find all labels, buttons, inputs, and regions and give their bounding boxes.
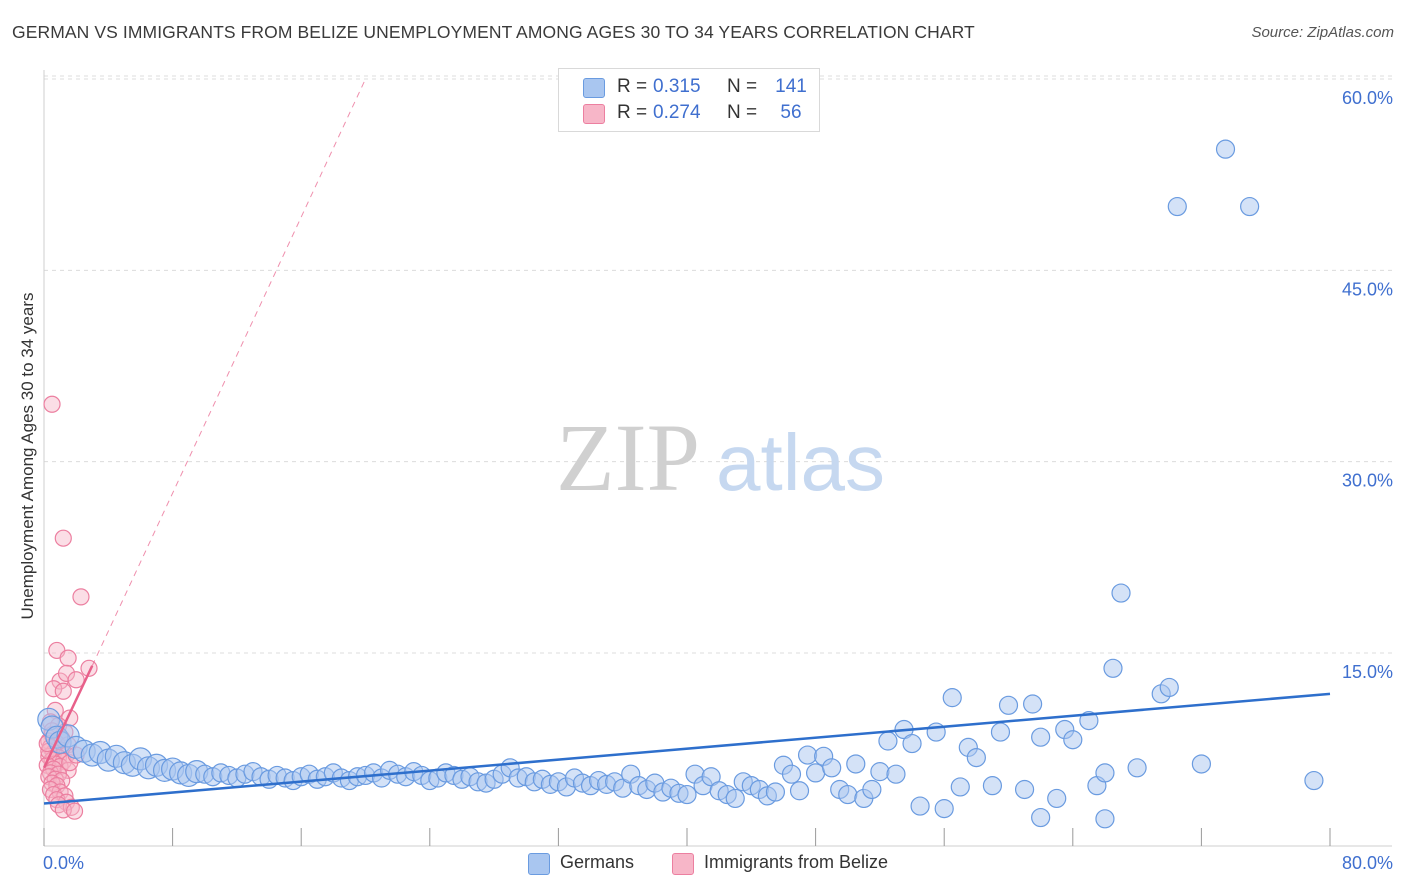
germans-point bbox=[910, 796, 930, 816]
germans-point bbox=[1191, 754, 1212, 774]
germans-point bbox=[805, 763, 826, 783]
germans-point bbox=[886, 764, 906, 784]
germans-point bbox=[1079, 711, 1099, 731]
belize-point bbox=[45, 680, 63, 698]
germans-point bbox=[789, 781, 810, 801]
n-label: N = bbox=[727, 76, 758, 97]
germans-point bbox=[1014, 779, 1035, 800]
germans-point bbox=[998, 695, 1019, 715]
belize-trend-line bbox=[42, 665, 94, 769]
germans-point bbox=[1031, 727, 1051, 747]
germans-point bbox=[1031, 807, 1051, 828]
germans-point bbox=[1023, 694, 1043, 714]
series-legend: Germans Immigrants from Belize bbox=[0, 852, 1406, 876]
belize-point bbox=[65, 802, 84, 820]
y-tick-label: 15.0% bbox=[1342, 662, 1393, 682]
chart-title: GERMAN VS IMMIGRANTS FROM BELIZE UNEMPLO… bbox=[12, 22, 975, 42]
n-value: 56 bbox=[780, 102, 802, 123]
germans-point bbox=[902, 733, 922, 754]
r-label: R = bbox=[617, 102, 648, 123]
germans-point bbox=[822, 758, 842, 778]
germans-point bbox=[765, 782, 786, 802]
germans-point bbox=[846, 754, 866, 774]
germans-point bbox=[934, 799, 954, 819]
belize-point bbox=[43, 395, 61, 413]
legend-label-belize: Immigrants from Belize bbox=[704, 852, 889, 872]
belize-point bbox=[54, 529, 72, 547]
y-tick-label: 45.0% bbox=[1342, 279, 1393, 299]
watermark-atlas: atlas bbox=[716, 418, 885, 507]
belize-point bbox=[59, 649, 77, 667]
germans-point bbox=[1047, 788, 1067, 809]
germans-point bbox=[1111, 583, 1131, 603]
x-tick-max: 80.0% bbox=[1342, 853, 1393, 873]
germans-point bbox=[982, 776, 1003, 796]
germans-point bbox=[677, 784, 697, 805]
belize-point bbox=[67, 671, 85, 689]
n-label: N = bbox=[727, 102, 758, 123]
r-label: R = bbox=[617, 76, 648, 97]
belize-swatch bbox=[583, 104, 605, 124]
watermark-zip: ZIP bbox=[556, 404, 700, 511]
y-axis-title: Unemployment Among Ages 30 to 34 years bbox=[18, 292, 37, 620]
germans-point bbox=[1095, 763, 1115, 783]
germans-point bbox=[725, 788, 745, 809]
trend-lines bbox=[42, 78, 1331, 805]
germans-point bbox=[862, 779, 882, 800]
germans-point bbox=[1095, 809, 1115, 829]
legend-label-germans: Germans bbox=[560, 852, 635, 872]
germans-point bbox=[838, 784, 858, 805]
germans-point bbox=[1127, 758, 1147, 778]
germans-point bbox=[797, 745, 818, 765]
belize-point bbox=[57, 664, 76, 683]
germans-point bbox=[1304, 770, 1324, 791]
germans-point bbox=[1063, 730, 1083, 750]
germans-swatch bbox=[528, 853, 550, 875]
germans-point bbox=[1167, 196, 1187, 217]
r-value: 0.315 bbox=[653, 76, 701, 97]
y-tick-labels: 15.0% 30.0% 45.0% 60.0% bbox=[1342, 88, 1393, 682]
belize-trend-extension bbox=[91, 78, 366, 666]
belize-point bbox=[41, 780, 60, 799]
germans-point bbox=[1103, 658, 1123, 678]
belize-swatch bbox=[672, 853, 694, 875]
x-tick-min: 0.0% bbox=[43, 853, 84, 873]
germans-point bbox=[1240, 196, 1260, 217]
germans-point bbox=[1215, 139, 1236, 159]
germans-points bbox=[37, 139, 1324, 829]
germans-point bbox=[781, 764, 802, 784]
germans-trend-line bbox=[43, 692, 1331, 805]
r-value: 0.274 bbox=[653, 102, 701, 123]
y-tick-label: 60.0% bbox=[1342, 88, 1393, 108]
germans-point bbox=[870, 762, 890, 782]
germans-point bbox=[990, 722, 1011, 742]
y-tick-label: 30.0% bbox=[1342, 471, 1393, 491]
belize-point bbox=[72, 588, 90, 606]
germans-point bbox=[950, 777, 970, 797]
n-value: 141 bbox=[775, 76, 807, 97]
belize-point bbox=[54, 682, 72, 700]
source-credit: Source: ZipAtlas.com bbox=[1251, 24, 1394, 41]
correlation-legend: R = 0.315 N = 141 R = 0.274 N = 56 bbox=[558, 68, 820, 132]
germans-point bbox=[942, 688, 962, 708]
germans-point bbox=[878, 731, 898, 751]
germans-point bbox=[1159, 677, 1179, 698]
germans-point bbox=[966, 747, 986, 768]
germans-swatch bbox=[583, 78, 605, 98]
gridlines bbox=[44, 75, 1392, 654]
